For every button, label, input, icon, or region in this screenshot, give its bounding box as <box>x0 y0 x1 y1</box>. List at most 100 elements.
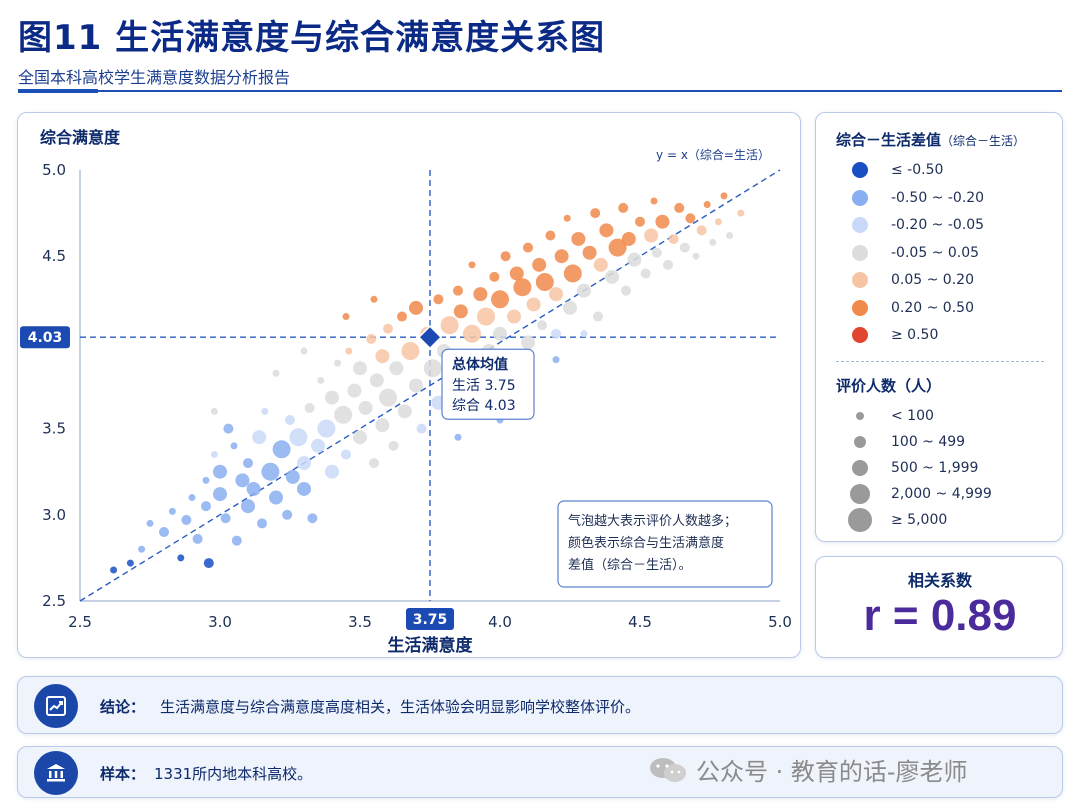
legend-color-swatch <box>852 244 868 261</box>
data-point <box>110 566 118 574</box>
data-point <box>307 513 318 524</box>
data-point <box>246 481 261 496</box>
data-point <box>181 514 192 525</box>
data-point <box>388 440 399 451</box>
legend-label: 2,000 ~ 4,999 <box>891 486 992 502</box>
data-point <box>409 378 423 393</box>
data-point <box>580 330 588 338</box>
size-legend-item: 100 ~ 499 <box>816 431 1064 455</box>
data-point <box>650 197 658 205</box>
data-point <box>401 342 420 361</box>
data-point <box>397 311 407 322</box>
legend-label: -0.50 ~ -0.20 <box>891 189 985 206</box>
note-line: 气泡越大表示评价人数越多； <box>568 513 737 529</box>
data-point <box>202 476 210 484</box>
legend-label: 0.05 ~ 0.20 <box>891 272 974 288</box>
legend-color-swatch <box>852 299 868 316</box>
data-point <box>272 369 280 377</box>
data-point <box>353 361 367 376</box>
size-legend-item: ≥ 5,000 <box>816 508 1064 533</box>
mean-marker <box>417 325 443 350</box>
data-point <box>599 223 614 238</box>
data-point <box>703 200 711 208</box>
data-point <box>590 208 601 219</box>
data-point <box>358 400 373 415</box>
size-legend-item: 2,000 ~ 4,999 <box>816 483 1064 507</box>
x-tick-label: 5.0 <box>768 613 792 631</box>
y-axis-label: 综合满意度 <box>40 128 121 147</box>
sample-label: 样本： <box>100 765 146 783</box>
data-point <box>668 233 679 244</box>
size-legend-item: < 100 <box>816 405 1064 429</box>
data-point <box>621 285 631 296</box>
data-point <box>230 442 238 450</box>
y-tick-label: 2.5 <box>42 592 66 610</box>
data-point <box>285 414 295 425</box>
data-point <box>618 202 629 213</box>
data-point <box>261 462 280 481</box>
size-legend-item: 500 ~ 1,999 <box>816 457 1064 481</box>
data-point <box>537 320 547 331</box>
data-point <box>334 359 342 367</box>
data-point <box>493 326 507 341</box>
y-tick-label: 3.0 <box>42 506 66 524</box>
legend-color-swatch <box>852 272 868 288</box>
correlation-panel: 相关系数 r = 0.89 <box>815 556 1063 658</box>
data-point <box>720 192 728 200</box>
data-point <box>593 257 608 272</box>
data-point <box>210 450 218 458</box>
title-divider-accent <box>18 89 98 93</box>
data-point <box>243 458 253 469</box>
data-point <box>261 407 269 415</box>
data-point <box>521 335 535 350</box>
legend-label: ≤ -0.50 <box>891 162 944 178</box>
data-point <box>304 402 315 413</box>
data-point <box>146 519 154 527</box>
data-point <box>433 294 444 305</box>
diff-legend-item: -0.05 ~ 0.05 <box>816 242 1064 266</box>
data-point <box>523 242 533 253</box>
x-axis-label: 生活满意度 <box>388 635 474 656</box>
data-point <box>168 507 176 515</box>
legend-size-swatch <box>850 484 870 504</box>
data-point <box>685 213 696 224</box>
data-point <box>416 423 427 434</box>
data-point <box>366 333 377 344</box>
data-point <box>341 449 351 460</box>
data-point <box>640 268 651 279</box>
data-point <box>500 251 511 262</box>
diff-legend-item: 0.05 ~ 0.20 <box>816 269 1064 293</box>
data-point <box>269 490 283 505</box>
size-legend-title: 评价人数（人） <box>836 377 942 395</box>
legend-color-swatch <box>852 162 868 178</box>
mean-y-badge <box>20 326 70 349</box>
data-point <box>463 324 481 343</box>
data-point <box>563 300 577 315</box>
data-point <box>709 238 717 246</box>
data-point <box>297 481 311 496</box>
data-point <box>440 316 459 335</box>
data-point <box>509 266 524 281</box>
data-point <box>563 214 571 222</box>
data-point <box>334 405 353 424</box>
reference-line-label: y = x（综合=生活） <box>656 147 770 162</box>
data-point <box>201 501 211 512</box>
x-tick-label: 4.0 <box>488 613 512 631</box>
data-point <box>627 252 642 267</box>
data-point <box>317 419 336 438</box>
data-point <box>300 347 308 355</box>
data-point <box>252 430 267 445</box>
watermark: 公众号 · 教育的话-廖老师 <box>648 752 968 787</box>
data-point <box>473 287 488 302</box>
x-tick-label: 3.5 <box>348 613 372 631</box>
data-point <box>220 513 231 524</box>
data-point <box>389 361 404 376</box>
data-point <box>663 259 673 270</box>
legend-size-swatch <box>856 412 864 420</box>
watermark-text: 公众号 · 教育的话-廖老师 <box>696 758 968 786</box>
data-point <box>526 297 541 312</box>
data-point <box>549 287 563 302</box>
data-point <box>297 456 311 471</box>
data-point <box>311 438 325 453</box>
mean-callout-life: 生活 3.75 <box>452 378 516 394</box>
